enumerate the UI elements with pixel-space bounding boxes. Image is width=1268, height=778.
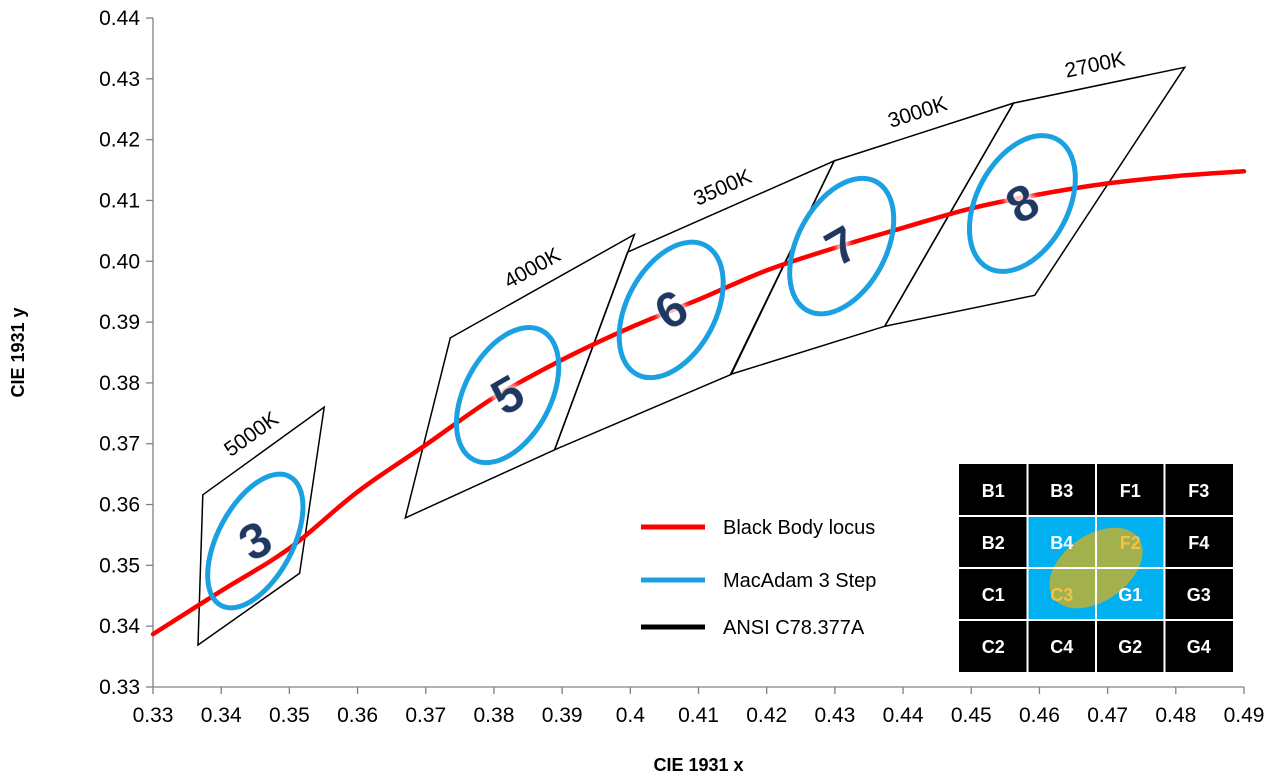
bin-cell-g2: G2 <box>1118 637 1142 657</box>
legend-label: Black Body locus <box>723 517 875 539</box>
x-tick-label: 0.47 <box>1087 704 1128 727</box>
x-tick-label: 0.37 <box>405 704 446 727</box>
bin-cell-c2: C2 <box>982 637 1005 657</box>
x-tick-label: 0.45 <box>951 704 992 727</box>
y-tick-label: 0.43 <box>99 68 140 91</box>
black-body-locus <box>150 169 1247 637</box>
step-number-3: 3 <box>229 510 281 572</box>
y-tick-label: 0.44 <box>99 7 140 30</box>
step-number-5: 5 <box>482 364 534 426</box>
bin-cell-g3: G3 <box>1187 585 1211 605</box>
bin-cell-c3: C3 <box>1050 585 1073 605</box>
cct-label-5000k: 5000K <box>220 407 283 461</box>
bin-cell-f3: F3 <box>1188 481 1209 501</box>
x-tick-label: 0.46 <box>1019 704 1060 727</box>
x-tick-label: 0.39 <box>542 704 583 727</box>
x-tick-label: 0.48 <box>1155 704 1196 727</box>
y-tick-label: 0.37 <box>99 433 140 456</box>
cct-label-4000k: 4000K <box>500 243 564 293</box>
step-number-7: 7 <box>816 215 868 277</box>
x-tick-label: 0.44 <box>883 704 924 727</box>
bin-cell-g4: G4 <box>1187 637 1211 657</box>
x-tick-label: 0.41 <box>678 704 719 727</box>
ansi-quad-3500k <box>553 159 836 452</box>
x-tick-label: 0.34 <box>201 704 242 727</box>
macadam-ellipse-5 <box>453 325 562 466</box>
macadam-ellipse-3 <box>205 471 306 611</box>
cct-label-3500k: 3500K <box>690 165 755 211</box>
bin-cell-b1: B1 <box>982 481 1005 501</box>
bin-cell-b3: B3 <box>1050 481 1073 501</box>
y-tick-label: 0.42 <box>99 129 140 152</box>
step-numbers: 3 5 6 7 8 <box>229 172 1048 572</box>
bin-cell-f4: F4 <box>1188 533 1209 553</box>
y-tick-label: 0.40 <box>99 250 140 273</box>
step-number-8: 8 <box>996 172 1048 234</box>
ansi-quad-2700k <box>883 66 1187 328</box>
bin-cell-c4: C4 <box>1050 637 1073 657</box>
cct-label-2700k: 2700K <box>1063 48 1127 83</box>
step-number-6: 6 <box>645 279 697 341</box>
x-tick-label: 0.4 <box>616 704 646 727</box>
bin-cell-c1: C1 <box>982 585 1005 605</box>
bin-cell-g1: G1 <box>1118 585 1142 605</box>
y-axis-title: CIE 1931 y <box>8 307 28 397</box>
legend-label: MacAdam 3 Step <box>723 570 876 592</box>
macadam-ellipse-6 <box>616 239 726 381</box>
macadam-ellipse-8 <box>966 133 1078 274</box>
bin-table: B1 B3 F1 F3 B2 B4 F2 F4 C1 C3 G1 G3 C2 C4 G2 G4 <box>959 464 1233 672</box>
legend: Black Body locus MacAdam 3 Step ANSI C78.3… <box>641 517 876 639</box>
ansi-quad-5000k <box>197 405 326 647</box>
bin-cell-b2: B2 <box>982 533 1005 553</box>
y-tick-label: 0.35 <box>99 554 140 577</box>
bin-cell-f1: F1 <box>1120 481 1141 501</box>
x-tick-label: 0.43 <box>814 704 855 727</box>
x-tick-label: 0.38 <box>474 704 515 727</box>
x-tick-label: 0.36 <box>337 704 378 727</box>
x-tick-label: 0.33 <box>133 704 174 727</box>
legend-label: ANSI C78.377A <box>723 617 865 639</box>
x-axis-title: CIE 1931 x <box>653 755 743 775</box>
black-body-locus-line <box>150 169 1247 637</box>
x-tick-label: 0.35 <box>269 704 310 727</box>
y-tick-label: 0.33 <box>99 676 140 699</box>
y-tick-label: 0.34 <box>99 615 140 638</box>
bin-cell-b4: B4 <box>1050 533 1073 553</box>
macadam-ellipse-7 <box>787 175 897 317</box>
y-tick-label: 0.41 <box>99 189 140 212</box>
x-tick-label: 0.49 <box>1224 704 1265 727</box>
y-tick-label: 0.39 <box>99 311 140 334</box>
bin-cell-f2: F2 <box>1120 533 1141 553</box>
x-tick-label: 0.42 <box>746 704 787 727</box>
macadam-ellipses <box>205 133 1078 611</box>
y-tick-label: 0.38 <box>99 372 140 395</box>
y-tick-label: 0.36 <box>99 494 140 517</box>
axes: 0.33 0.34 0.35 0.36 0.37 0.38 0.39 0.4 0.41 0.42 0… <box>8 7 1264 775</box>
